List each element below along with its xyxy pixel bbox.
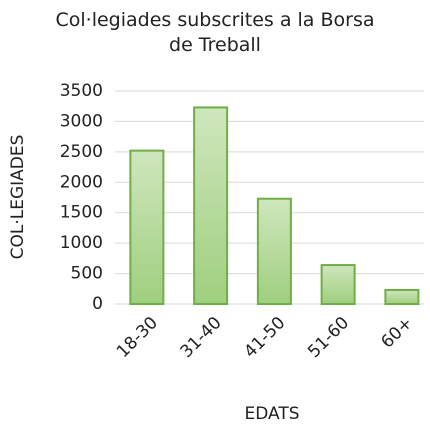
bar (256, 197, 292, 306)
bar (129, 149, 165, 305)
y-tick-label: 3000 (60, 111, 103, 131)
x-tick-label: 18-30 (113, 313, 162, 362)
y-axis-label: COL·LEGIADES (8, 135, 28, 260)
y-tick-label: 1000 (60, 233, 103, 253)
x-tick-label: 31-40 (177, 313, 226, 362)
x-tick-label: 51-60 (304, 313, 353, 362)
bar (384, 289, 420, 306)
y-tick-label: 2500 (60, 142, 103, 162)
x-axis-label: EDATS (244, 404, 299, 424)
x-tick-label: 41-50 (240, 313, 289, 362)
y-tick-label: 2000 (60, 172, 103, 192)
bar (320, 264, 356, 305)
y-tick-label: 3500 (60, 81, 103, 101)
y-tick-label: 0 (92, 294, 103, 314)
chart-title: Col·legiades subscrites a la Borsa de Tr… (55, 9, 375, 56)
y-tick-label: 500 (71, 264, 103, 284)
bar (193, 106, 229, 305)
y-tick-label: 1500 (60, 203, 103, 223)
x-tick-label: 60+ (377, 313, 417, 353)
